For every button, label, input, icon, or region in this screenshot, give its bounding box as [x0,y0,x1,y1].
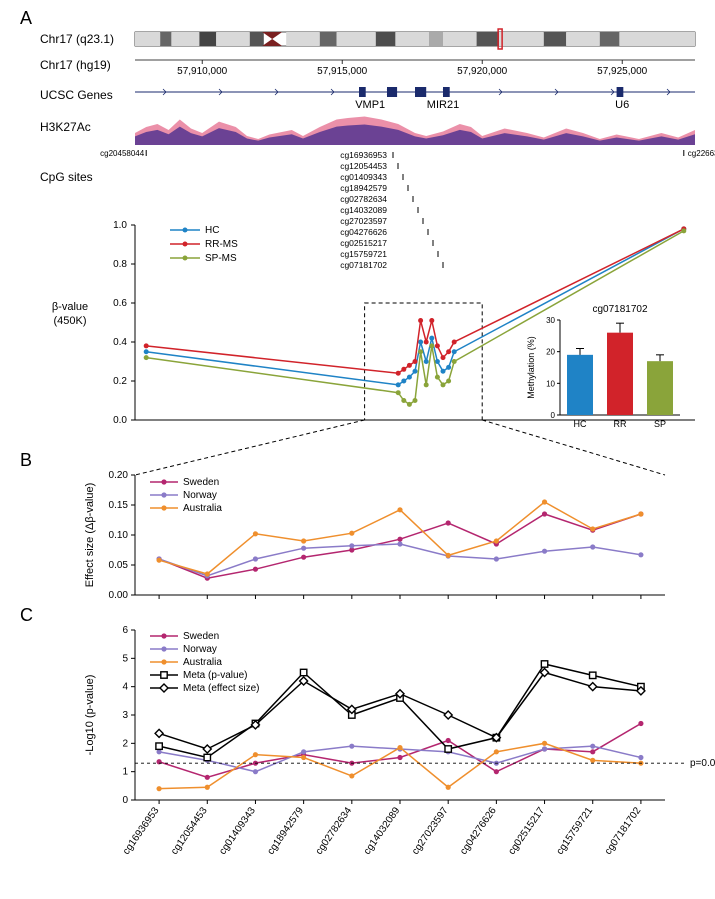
figure-svg: 57,910,000 57,915,000 57,920,000 57,925,000… [0,0,715,899]
svg-text:0: 0 [122,795,128,806]
svg-text:1: 1 [122,767,128,778]
svg-text:6: 6 [122,625,128,636]
svg-text:VMP1: VMP1 [355,99,385,111]
svg-text:cg18942579: cg18942579 [340,183,387,193]
svg-text:HC: HC [205,225,219,236]
svg-text:0: 0 [551,411,556,420]
svg-text:SP: SP [654,419,666,429]
svg-text:Meta (effect size): Meta (effect size) [183,683,260,694]
svg-text:Meta (p-value): Meta (p-value) [183,670,247,681]
svg-text:0.4: 0.4 [113,337,127,348]
svg-text:57,910,000: 57,910,000 [177,66,227,77]
svg-text:Australia: Australia [183,503,222,514]
svg-text:0.8: 0.8 [113,259,127,270]
svg-text:57,920,000: 57,920,000 [457,66,507,77]
svg-text:cg18942579: cg18942579 [266,805,307,857]
svg-text:0.0: 0.0 [113,415,127,426]
svg-text:RR: RR [614,419,627,429]
svg-text:RR-MS: RR-MS [205,239,238,250]
svg-text:0.00: 0.00 [109,590,129,601]
svg-text:cg02515217: cg02515217 [506,805,547,857]
svg-text:cg01409343: cg01409343 [217,805,258,857]
svg-text:cg01409343: cg01409343 [340,172,387,182]
svg-text:3: 3 [122,710,128,721]
svg-text:Australia: Australia [183,657,222,668]
svg-text:0.10: 0.10 [109,530,129,541]
svg-text:-Log10 (p-value): -Log10 (p-value) [84,675,96,756]
svg-text:57,925,000: 57,925,000 [597,66,647,77]
svg-text:0.05: 0.05 [109,560,129,571]
svg-text:2: 2 [122,738,128,749]
svg-text:10: 10 [546,379,555,388]
svg-text:cg14032089: cg14032089 [362,805,403,857]
svg-text:cg02782634: cg02782634 [340,194,387,204]
svg-text:cg07181702: cg07181702 [592,304,647,315]
svg-text:cg07181702: cg07181702 [340,260,387,270]
svg-text:cg27023597: cg27023597 [410,805,451,857]
svg-text:cg04276626: cg04276626 [340,227,387,237]
svg-text:cg04276626: cg04276626 [458,805,499,857]
svg-text:Norway: Norway [183,644,217,655]
svg-text:SP-MS: SP-MS [205,253,237,264]
svg-text:0.20: 0.20 [109,470,129,481]
svg-text:HC: HC [574,419,587,429]
svg-text:cg14032089: cg14032089 [340,205,387,215]
svg-text:cg12054453: cg12054453 [340,161,387,171]
svg-text:5: 5 [122,653,128,664]
svg-text:0.6: 0.6 [113,298,127,309]
svg-text:Effect size (Δβ-value): Effect size (Δβ-value) [84,483,96,588]
svg-text:cg16936953: cg16936953 [121,805,162,857]
svg-text:p=0.05: p=0.05 [690,758,715,769]
svg-text:0.2: 0.2 [113,376,127,387]
svg-text:cg20458044: cg20458044 [100,149,145,158]
svg-text:MIR21: MIR21 [427,99,459,111]
svg-text:0.15: 0.15 [109,500,129,511]
svg-text:57,915,000: 57,915,000 [317,66,367,77]
svg-text:cg22663389: cg22663389 [688,149,715,158]
svg-text:cg16936953: cg16936953 [340,150,387,160]
svg-text:20: 20 [546,348,555,357]
svg-text:U6: U6 [615,99,629,111]
svg-text:(450K): (450K) [53,315,86,327]
svg-text:Sweden: Sweden [183,631,219,642]
svg-text:cg12054453: cg12054453 [169,805,210,857]
svg-text:30: 30 [546,316,555,325]
svg-text:Sweden: Sweden [183,477,219,488]
svg-text:β-value: β-value [52,301,88,313]
svg-text:cg15759721: cg15759721 [555,805,596,857]
svg-text:Norway: Norway [183,490,217,501]
svg-text:cg02515217: cg02515217 [340,238,387,248]
svg-text:cg02782634: cg02782634 [314,805,355,857]
svg-text:Methylation (%): Methylation (%) [526,336,536,399]
svg-text:cg15759721: cg15759721 [340,249,387,259]
svg-text:cg27023597: cg27023597 [340,216,387,226]
svg-text:cg07181702: cg07181702 [603,805,644,857]
svg-text:1.0: 1.0 [113,220,127,231]
svg-text:4: 4 [122,682,128,693]
